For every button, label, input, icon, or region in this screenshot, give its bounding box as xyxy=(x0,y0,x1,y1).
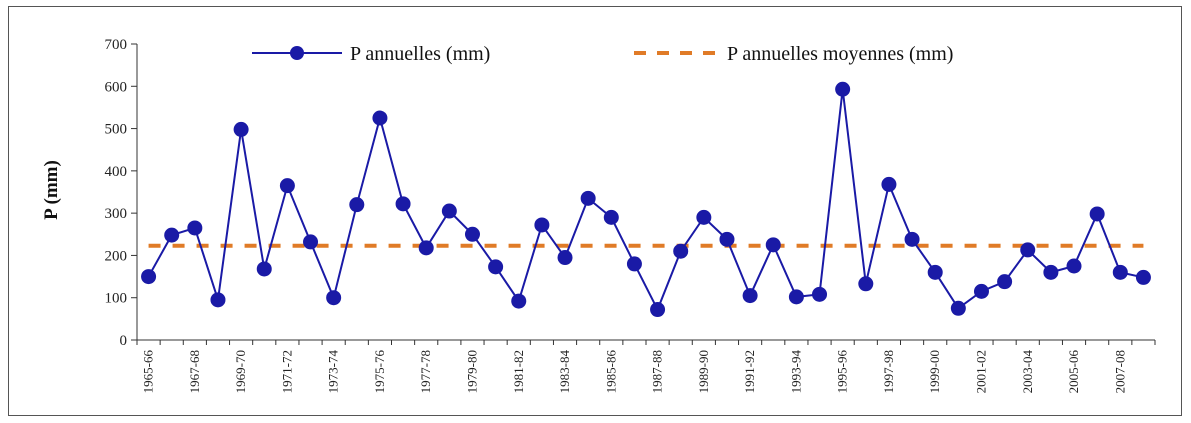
data-point xyxy=(1066,258,1082,274)
x-tick-label: 1983-84 xyxy=(557,350,572,394)
data-point xyxy=(1043,264,1059,280)
data-point xyxy=(788,289,804,305)
data-point xyxy=(812,286,828,302)
data-point xyxy=(488,259,504,275)
x-tick-label: 1965-66 xyxy=(141,350,156,394)
data-point xyxy=(835,81,851,97)
data-point xyxy=(511,293,527,309)
data-point xyxy=(1089,206,1105,222)
x-tick-label: 1979-80 xyxy=(464,350,479,393)
data-point xyxy=(256,261,272,277)
y-tick-label: 100 xyxy=(105,291,128,307)
data-point xyxy=(1135,269,1151,285)
legend: P annuelles (mm) P annuelles moyennes (m… xyxy=(252,43,953,65)
data-point xyxy=(650,302,666,318)
y-tick-label: 700 xyxy=(105,37,128,53)
data-point xyxy=(418,240,434,256)
y-axis: 0 100 200 300 400 500 600 700 xyxy=(105,37,138,349)
data-point xyxy=(626,256,642,272)
y-tick-label: 300 xyxy=(105,206,128,222)
data-point xyxy=(1112,264,1128,280)
data-point xyxy=(210,292,226,308)
x-axis: 1965-66 1967-68 1969-70 1971-72 1973-74 1975-… xyxy=(136,339,1156,394)
data-point xyxy=(673,243,689,259)
y-axis-label: P (mm) xyxy=(41,160,62,220)
x-tick-label: 1971-72 xyxy=(279,350,294,393)
chart-frame xyxy=(8,6,1182,416)
x-tick-label: 1997-98 xyxy=(881,350,896,393)
legend-marker-swatch xyxy=(290,46,304,60)
data-point xyxy=(858,276,874,292)
data-point xyxy=(881,176,897,192)
data-point xyxy=(326,290,342,306)
x-tick-label: 2001-02 xyxy=(973,350,988,393)
x-tick-label: 1977-78 xyxy=(418,350,433,393)
x-tick-label: 1969-70 xyxy=(233,350,248,393)
data-point xyxy=(279,178,295,194)
data-point xyxy=(164,227,180,243)
x-tick-label: 2003-04 xyxy=(1020,350,1035,394)
series-annual-precipitation xyxy=(141,81,1151,318)
data-point xyxy=(303,234,319,250)
data-point xyxy=(742,288,758,304)
data-point xyxy=(557,250,573,266)
series-line xyxy=(147,89,1144,312)
data-point xyxy=(372,110,388,126)
x-tick-label: 2005-06 xyxy=(1066,350,1081,394)
data-point xyxy=(441,203,457,219)
data-point xyxy=(973,283,989,299)
data-point xyxy=(187,220,203,236)
data-point xyxy=(349,197,365,213)
x-tick-label: 1993-94 xyxy=(788,350,803,394)
x-tick-label: 2007-08 xyxy=(1112,350,1127,393)
data-point xyxy=(719,231,735,247)
y-tick-label: 0 xyxy=(120,333,128,349)
legend-label-series-1: P annuelles (mm) xyxy=(350,43,490,65)
data-point xyxy=(534,217,550,233)
data-point xyxy=(395,196,411,212)
data-point xyxy=(603,209,619,225)
data-point xyxy=(765,237,781,253)
data-point xyxy=(580,190,596,206)
y-tick-label: 600 xyxy=(105,79,128,95)
x-tick-label: 1985-86 xyxy=(603,350,618,394)
x-tick-label: 1995-96 xyxy=(835,350,850,394)
x-tick-label: 1967-68 xyxy=(187,350,202,393)
data-point xyxy=(904,231,920,247)
x-tick-label: 1987-88 xyxy=(650,350,665,393)
data-point xyxy=(997,274,1013,290)
y-tick-label: 500 xyxy=(105,122,128,138)
x-tick-label: 1973-74 xyxy=(326,350,341,394)
y-tick-label: 200 xyxy=(105,248,128,264)
x-tick-label: 1975-76 xyxy=(372,350,387,394)
data-point xyxy=(141,269,157,285)
data-point xyxy=(464,226,480,242)
x-tick-label: 1981-82 xyxy=(511,350,526,393)
x-tick-label: 1991-92 xyxy=(742,350,757,393)
legend-label-series-2: P annuelles moyennes (mm) xyxy=(727,43,953,65)
data-point xyxy=(927,264,943,280)
data-point xyxy=(233,121,249,137)
data-point xyxy=(950,300,966,316)
x-tick-label: 1999-00 xyxy=(927,350,942,393)
x-tick-label: 1989-90 xyxy=(696,350,711,393)
y-tick-label: 400 xyxy=(105,164,128,180)
data-point xyxy=(696,209,712,225)
data-point xyxy=(1020,242,1036,258)
